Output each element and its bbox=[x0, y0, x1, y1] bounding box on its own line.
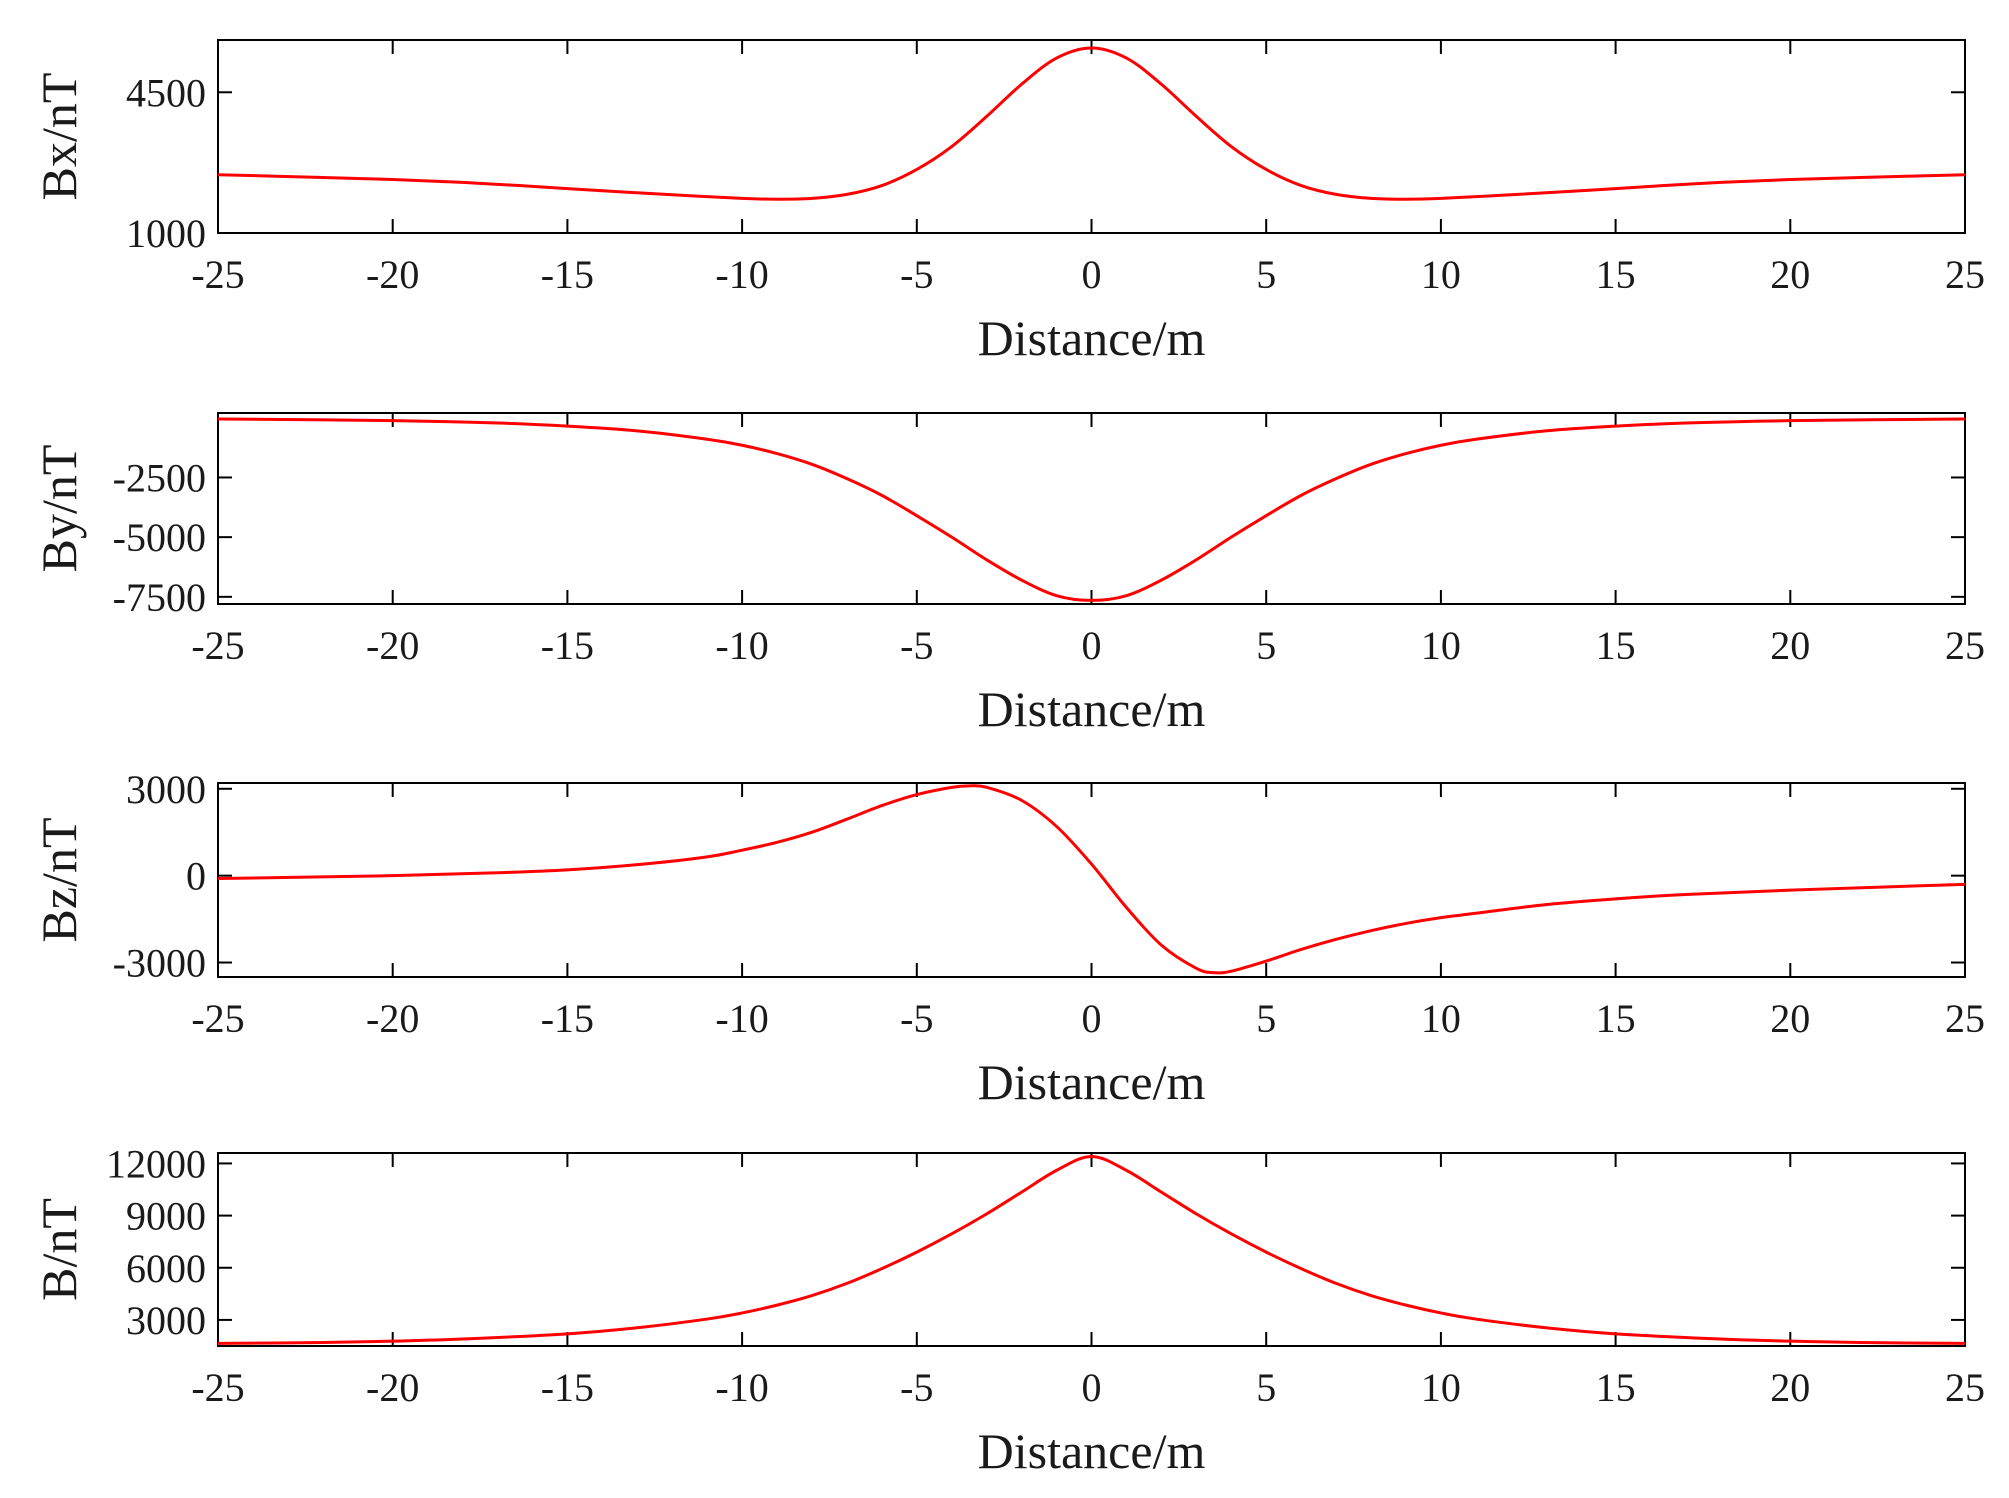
y-axis-label: By/nT bbox=[31, 445, 87, 573]
panel-1: -25 -20 -15 -10 -5 0 5 10 15 20 25 1000 4500 Distance… bbox=[31, 39, 1985, 366]
x-tick-label: -25 bbox=[191, 996, 244, 1041]
x-axis-label: Distance/m bbox=[978, 681, 1206, 737]
plot-frame bbox=[217, 39, 1966, 234]
x-tick-label: 5 bbox=[1256, 623, 1276, 668]
x-tick-label: -15 bbox=[541, 1365, 594, 1410]
y-tick-label: 4500 bbox=[126, 70, 206, 115]
x-tick-label: -15 bbox=[541, 623, 594, 668]
x-tick-label: 10 bbox=[1421, 1365, 1461, 1410]
x-tick-label: 10 bbox=[1421, 996, 1461, 1041]
x-tick-label: 15 bbox=[1596, 1365, 1636, 1410]
y-tick-label: 1000 bbox=[126, 211, 206, 256]
x-tick-label: -10 bbox=[715, 1365, 768, 1410]
x-tick-label: -15 bbox=[541, 252, 594, 297]
x-tick-label: -15 bbox=[541, 996, 594, 1041]
plot-frame bbox=[217, 412, 1966, 605]
y-axis-label: Bx/nT bbox=[31, 73, 87, 201]
y-tick-label: 0 bbox=[186, 854, 206, 899]
x-axis-label: Distance/m bbox=[978, 310, 1206, 366]
x-tick-label: -5 bbox=[900, 623, 933, 668]
y-tick-label: 3000 bbox=[126, 767, 206, 812]
x-tick-label: -25 bbox=[191, 1365, 244, 1410]
y-tick-label: -5000 bbox=[113, 515, 206, 560]
x-tick-label: 10 bbox=[1421, 252, 1461, 297]
x-tick-label: 15 bbox=[1596, 252, 1636, 297]
x-axis-label: Distance/m bbox=[978, 1054, 1206, 1110]
x-tick-label: -10 bbox=[715, 623, 768, 668]
x-tick-label: 15 bbox=[1596, 623, 1636, 668]
panel-2: -25 -20 -15 -10 -5 0 5 10 15 20 25 -2500 -5000 -7500 D… bbox=[31, 412, 1985, 737]
panel-4: -25 -20 -15 -10 -5 0 5 10 15 20 25 12000 9000 6000 300… bbox=[31, 1141, 1985, 1479]
series-line bbox=[217, 784, 1966, 975]
y-axis-label: Bz/nT bbox=[31, 818, 87, 943]
plot-frame bbox=[217, 782, 1966, 978]
x-tick-label: 0 bbox=[1082, 623, 1102, 668]
x-tick-label: -5 bbox=[900, 996, 933, 1041]
x-tick-label: 25 bbox=[1945, 996, 1985, 1041]
plot-frame bbox=[217, 1152, 1966, 1347]
y-tick-label: -2500 bbox=[113, 455, 206, 500]
x-tick-label: 20 bbox=[1770, 252, 1810, 297]
x-tick-label: 5 bbox=[1256, 1365, 1276, 1410]
x-tick-label: -25 bbox=[191, 252, 244, 297]
x-tick-label: -10 bbox=[715, 996, 768, 1041]
x-tick-label: 5 bbox=[1256, 996, 1276, 1041]
series-line bbox=[217, 417, 1966, 602]
x-tick-label: -20 bbox=[366, 1365, 419, 1410]
x-tick-label: 0 bbox=[1082, 1365, 1102, 1410]
x-tick-label: -5 bbox=[900, 252, 933, 297]
x-tick-label: 25 bbox=[1945, 623, 1985, 668]
x-tick-label: 0 bbox=[1082, 996, 1102, 1041]
x-tick-label: 0 bbox=[1082, 252, 1102, 297]
x-axis-label: Distance/m bbox=[978, 1423, 1206, 1479]
x-tick-label: 25 bbox=[1945, 252, 1985, 297]
x-tick-label: -20 bbox=[366, 996, 419, 1041]
y-tick-label: -3000 bbox=[113, 941, 206, 986]
x-tick-label: 25 bbox=[1945, 1365, 1985, 1410]
x-tick-label: -5 bbox=[900, 1365, 933, 1410]
x-tick-label: 5 bbox=[1256, 252, 1276, 297]
x-tick-label: 20 bbox=[1770, 1365, 1810, 1410]
y-tick-label: -7500 bbox=[113, 575, 206, 620]
x-tick-label: -10 bbox=[715, 252, 768, 297]
x-tick-label: -20 bbox=[366, 623, 419, 668]
y-tick-label: 3000 bbox=[126, 1298, 206, 1343]
panel-3: -25 -20 -15 -10 -5 0 5 10 15 20 25 3000 0 -3000 Distan… bbox=[31, 767, 1985, 1110]
x-tick-label: 15 bbox=[1596, 996, 1636, 1041]
y-tick-label: 6000 bbox=[126, 1246, 206, 1291]
x-tick-label: 20 bbox=[1770, 996, 1810, 1041]
series-line bbox=[217, 46, 1966, 201]
series-line bbox=[217, 1154, 1966, 1345]
x-tick-label: 20 bbox=[1770, 623, 1810, 668]
x-tick-label: -20 bbox=[366, 252, 419, 297]
x-tick-label: -25 bbox=[191, 623, 244, 668]
y-axis-label: B/nT bbox=[31, 1198, 87, 1301]
y-tick-label: 9000 bbox=[126, 1194, 206, 1239]
y-tick-label: 12000 bbox=[106, 1141, 206, 1186]
x-tick-label: 10 bbox=[1421, 623, 1461, 668]
